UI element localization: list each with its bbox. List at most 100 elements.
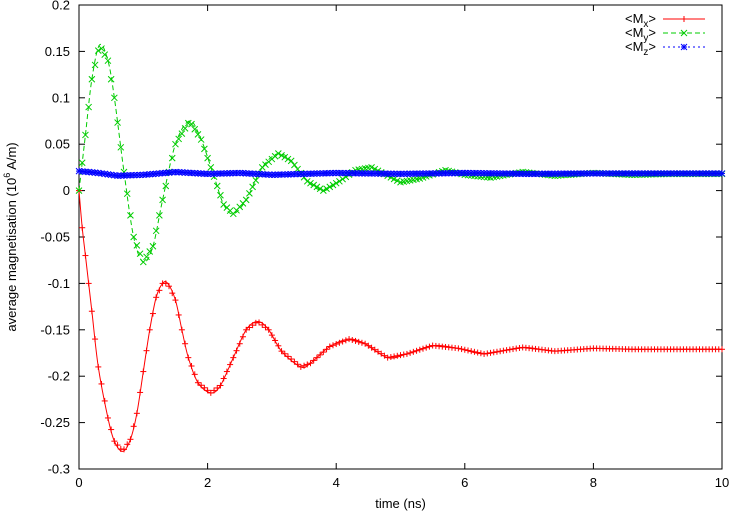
- data-point-marker: [712, 170, 719, 177]
- data-point-marker: [143, 253, 150, 261]
- plot-frame: [78, 4, 723, 470]
- data-point-marker: [557, 170, 565, 178]
- data-point-marker: [194, 169, 202, 177]
- data-point-marker: [262, 171, 269, 178]
- data-point-marker: [104, 57, 112, 65]
- data-point-marker: [152, 227, 160, 235]
- data-point-marker: [580, 170, 588, 177]
- data-point-marker: [136, 250, 144, 258]
- data-point-marker: [512, 170, 520, 178]
- data-point-marker: [348, 169, 356, 177]
- data-point-marker: [339, 169, 346, 177]
- data-point-marker: [204, 154, 211, 162]
- data-point-marker: [85, 103, 92, 111]
- data-point-marker: [246, 190, 253, 197]
- data-point-marker: [75, 167, 83, 175]
- data-point-marker: [676, 170, 684, 177]
- legend: <Mx><My><Mz>: [625, 11, 705, 58]
- data-point-marker: [416, 170, 424, 177]
- data-point-marker: [239, 169, 247, 177]
- data-point-marker: [307, 179, 314, 187]
- data-point-marker: [181, 125, 189, 132]
- legend-label: <Mz>: [625, 39, 656, 58]
- data-point-marker: [419, 170, 427, 177]
- data-point-marker: [705, 170, 713, 177]
- x-tick-label: 2: [204, 475, 211, 490]
- data-point-marker: [191, 125, 199, 133]
- data-point-marker: [88, 168, 96, 176]
- data-point-marker: [242, 196, 250, 204]
- data-point-marker: [590, 170, 597, 177]
- data-point-marker: [567, 170, 575, 177]
- data-point-marker: [413, 170, 420, 178]
- data-point-marker: [490, 170, 498, 177]
- data-point-marker: [172, 140, 179, 148]
- data-point-marker: [178, 130, 186, 138]
- data-point-marker: [371, 170, 379, 177]
- data-point-marker: [609, 170, 617, 177]
- data-point-marker: [114, 119, 121, 126]
- data-point-marker: [191, 169, 199, 177]
- data-point-marker: [548, 170, 555, 178]
- data-point-marker: [345, 169, 353, 177]
- data-point-marker: [496, 170, 504, 177]
- data-point-marker: [278, 151, 285, 159]
- data-point-marker: [162, 182, 170, 190]
- y-tick-label: 0: [63, 183, 70, 198]
- data-point-marker: [647, 170, 655, 177]
- data-point-marker: [586, 170, 594, 177]
- data-point-marker: [175, 168, 183, 176]
- data-point-marker: [326, 183, 334, 191]
- data-point-marker: [78, 159, 86, 167]
- data-point-marker: [445, 169, 453, 177]
- data-point-marker: [336, 177, 343, 185]
- data-point-marker: [442, 169, 449, 177]
- x-tick-label: 10: [715, 475, 729, 490]
- data-point-marker: [438, 169, 446, 177]
- data-point-marker: [471, 169, 478, 177]
- data-point-marker: [188, 120, 195, 128]
- data-point-marker: [593, 170, 600, 177]
- data-point-marker: [94, 47, 102, 54]
- data-point-marker: [500, 170, 507, 177]
- data-point-marker: [168, 154, 176, 162]
- data-point-marker: [635, 170, 642, 177]
- data-point-marker: [107, 75, 115, 83]
- data-point-marker: [217, 191, 224, 199]
- series-line: [78, 43, 723, 263]
- data-point-marker: [336, 169, 343, 177]
- data-point-marker: [319, 187, 327, 194]
- x-tick-label: 0: [75, 475, 82, 490]
- data-point-marker: [519, 170, 527, 178]
- data-point-marker: [467, 169, 475, 177]
- data-point-marker: [265, 171, 273, 178]
- data-point-marker: [352, 169, 359, 177]
- data-point-marker: [426, 170, 433, 177]
- data-point-marker: [493, 170, 501, 177]
- data-point-marker: [107, 171, 115, 179]
- data-point-marker: [525, 170, 533, 178]
- data-point-marker: [159, 196, 166, 204]
- y-axis-label-suffix: A/m): [4, 142, 19, 172]
- x-tick-label: 8: [590, 475, 597, 490]
- x-tick-label: 4: [333, 475, 340, 490]
- data-point-marker: [561, 170, 568, 177]
- data-point-marker: [197, 136, 205, 143]
- legend-label: <Mx>: [625, 11, 656, 30]
- data-point-marker: [258, 170, 266, 178]
- data-point-marker: [213, 182, 221, 190]
- data-point-marker: [364, 170, 372, 177]
- data-point-marker: [573, 170, 581, 177]
- data-point-marker: [483, 169, 491, 177]
- data-point-marker: [342, 169, 350, 177]
- data-point-marker: [709, 170, 716, 177]
- data-point-marker: [602, 170, 610, 177]
- data-point-marker: [718, 170, 726, 177]
- data-point-marker: [474, 169, 482, 177]
- data-point-marker: [184, 169, 192, 177]
- data-point-marker: [410, 170, 417, 178]
- data-point-marker: [201, 170, 208, 178]
- data-point-marker: [249, 170, 256, 178]
- data-point-marker: [101, 170, 109, 178]
- data-point-marker: [75, 187, 83, 194]
